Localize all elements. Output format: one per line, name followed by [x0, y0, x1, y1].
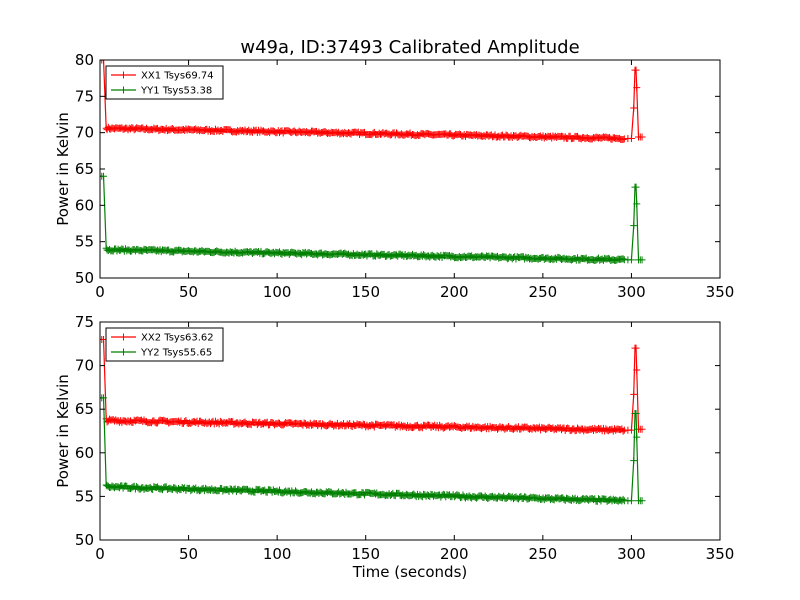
series-markers-1: [100, 60, 646, 144]
x-tick-label: 100: [263, 283, 292, 301]
legend-marker: [120, 86, 127, 94]
y-tick-label: 50: [75, 531, 94, 549]
x-tick-label: 350: [706, 283, 735, 301]
legend-box: [105, 327, 224, 362]
x-tick-label: 300: [617, 545, 646, 563]
legend-marker: [120, 71, 127, 79]
y-tick-label: 55: [75, 233, 94, 251]
y-tick-label: 60: [75, 444, 94, 462]
plot-area: [100, 60, 646, 265]
y-tick-label: 65: [75, 160, 94, 178]
x-tick-label: 200: [440, 545, 469, 563]
legend-label: YY2 Tsys55.65: [140, 348, 212, 359]
legend-box: [105, 65, 224, 100]
x-tick-label: 150: [351, 283, 380, 301]
series-markers-1: [100, 335, 646, 435]
legend-marker: [120, 348, 127, 356]
x-tick-label: 150: [351, 545, 380, 563]
y-tick-label: 55: [75, 487, 94, 505]
x-tick-label: 300: [617, 283, 646, 301]
x-tick-label: 50: [179, 283, 198, 301]
y-tick-label: 65: [75, 400, 94, 418]
x-axis-label-bottom: Time (seconds): [352, 563, 468, 581]
x-tick-label: 0: [95, 545, 105, 563]
y-tick-label: 75: [75, 313, 94, 331]
y-axis-label-top: Power in Kelvin: [54, 112, 72, 226]
y-tick-label: 60: [75, 196, 94, 214]
y-tick-label: 70: [75, 124, 94, 142]
y-axis-label-bottom: Power in Kelvin: [54, 374, 72, 488]
axes-frame: [99, 321, 721, 541]
x-tick-label: 100: [263, 545, 292, 563]
x-tick-label: 0: [95, 283, 105, 301]
x-tick-label: 350: [706, 545, 735, 563]
legend-marker: [120, 333, 127, 341]
y-tick-label: 75: [75, 87, 94, 105]
plot-area: [100, 335, 646, 505]
legend-label: XX2 Tsys63.62: [141, 333, 214, 344]
x-tick-label: 250: [529, 545, 558, 563]
legend-label: YY1 Tsys53.38: [140, 86, 212, 97]
chart-title-top: w49a, ID:37493 Calibrated Amplitude: [240, 37, 579, 58]
series-markers-2: [100, 172, 646, 265]
y-tick-label: 70: [75, 357, 94, 375]
legend-label: XX1 Tsys69.74: [141, 71, 214, 82]
x-tick-label: 250: [529, 283, 558, 301]
series-markers-2: [100, 394, 646, 505]
x-tick-label: 50: [179, 545, 198, 563]
y-tick-label: 50: [75, 269, 94, 287]
x-tick-label: 200: [440, 283, 469, 301]
y-tick-label: 80: [75, 51, 94, 69]
